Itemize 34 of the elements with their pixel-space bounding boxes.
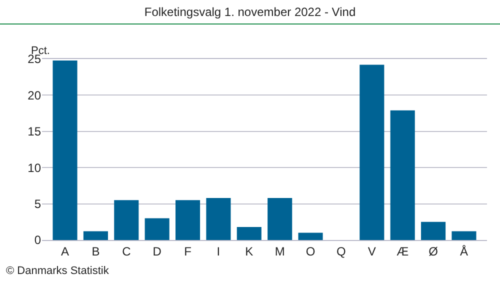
bar [390,110,415,240]
bar [114,200,139,240]
x-tick-label: B [92,244,100,258]
x-tick-label: D [152,244,162,258]
bar [268,198,292,240]
x-tick-label: Ø [428,244,438,258]
bar [360,64,384,240]
x-tick-label: C [122,244,132,258]
x-tick-label: I [216,244,220,258]
x-tick-label: Å [460,244,468,258]
bar [176,200,200,240]
text: © Danmarks Statistik [6,265,110,277]
bar [452,231,476,240]
y-tick-label: 0 [34,233,42,248]
x-tick-label: F [184,244,192,258]
y-tick-label: 20 [28,88,42,102]
bar [144,218,170,240]
bar [298,232,323,240]
x-tick-label: A [61,244,70,258]
x-tick-label: Æ [396,244,409,258]
bar [421,222,446,240]
x-tick-label: O [306,244,316,258]
y-tick-label: 15 [28,124,42,139]
x-tick-label: M [274,244,285,258]
bar [236,226,262,240]
x-tick-label: Q [336,244,346,258]
y-tick-label: 10 [28,160,42,175]
bar [52,60,78,240]
x-tick-label: K [245,244,254,258]
bar [206,198,231,240]
chart-title: Folketingsvalg 1. november 2022 - Vind [144,5,356,20]
bar [83,231,108,240]
y-tick-label: 5 [34,197,42,211]
x-tick-label: V [368,244,376,258]
